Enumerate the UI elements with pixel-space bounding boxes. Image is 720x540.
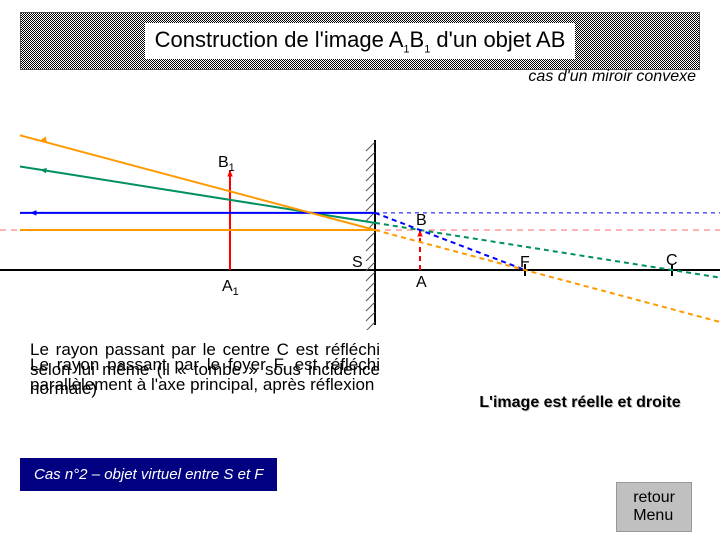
title-bar: Construction de l'image A1B1 d'un objet … xyxy=(20,12,700,70)
label-C: C xyxy=(666,252,678,270)
label-A1: A1 xyxy=(222,278,239,298)
label-B: B xyxy=(416,212,427,230)
subtitle: cas d'un miroir convexe xyxy=(528,68,696,86)
title-main: Construction de l'image A xyxy=(155,27,404,52)
label-B1: B1 xyxy=(218,154,235,174)
label-A: A xyxy=(416,274,427,292)
ray-description-2: Le rayon passant par le foyer F, est réf… xyxy=(30,355,380,394)
title-mid: B xyxy=(410,27,425,52)
optics-diagram xyxy=(0,130,720,330)
image-nature-note: L'image est réelle et droite xyxy=(470,394,690,412)
title-text: Construction de l'image A1B1 d'un objet … xyxy=(145,23,576,59)
label-S: S xyxy=(352,254,363,272)
title-end: d'un objet AB xyxy=(430,27,565,52)
case-button[interactable]: Cas n°2 – objet virtuel entre S et F xyxy=(20,458,277,491)
return-menu-button[interactable]: retourMenu xyxy=(616,482,692,532)
label-F: F xyxy=(520,254,530,272)
